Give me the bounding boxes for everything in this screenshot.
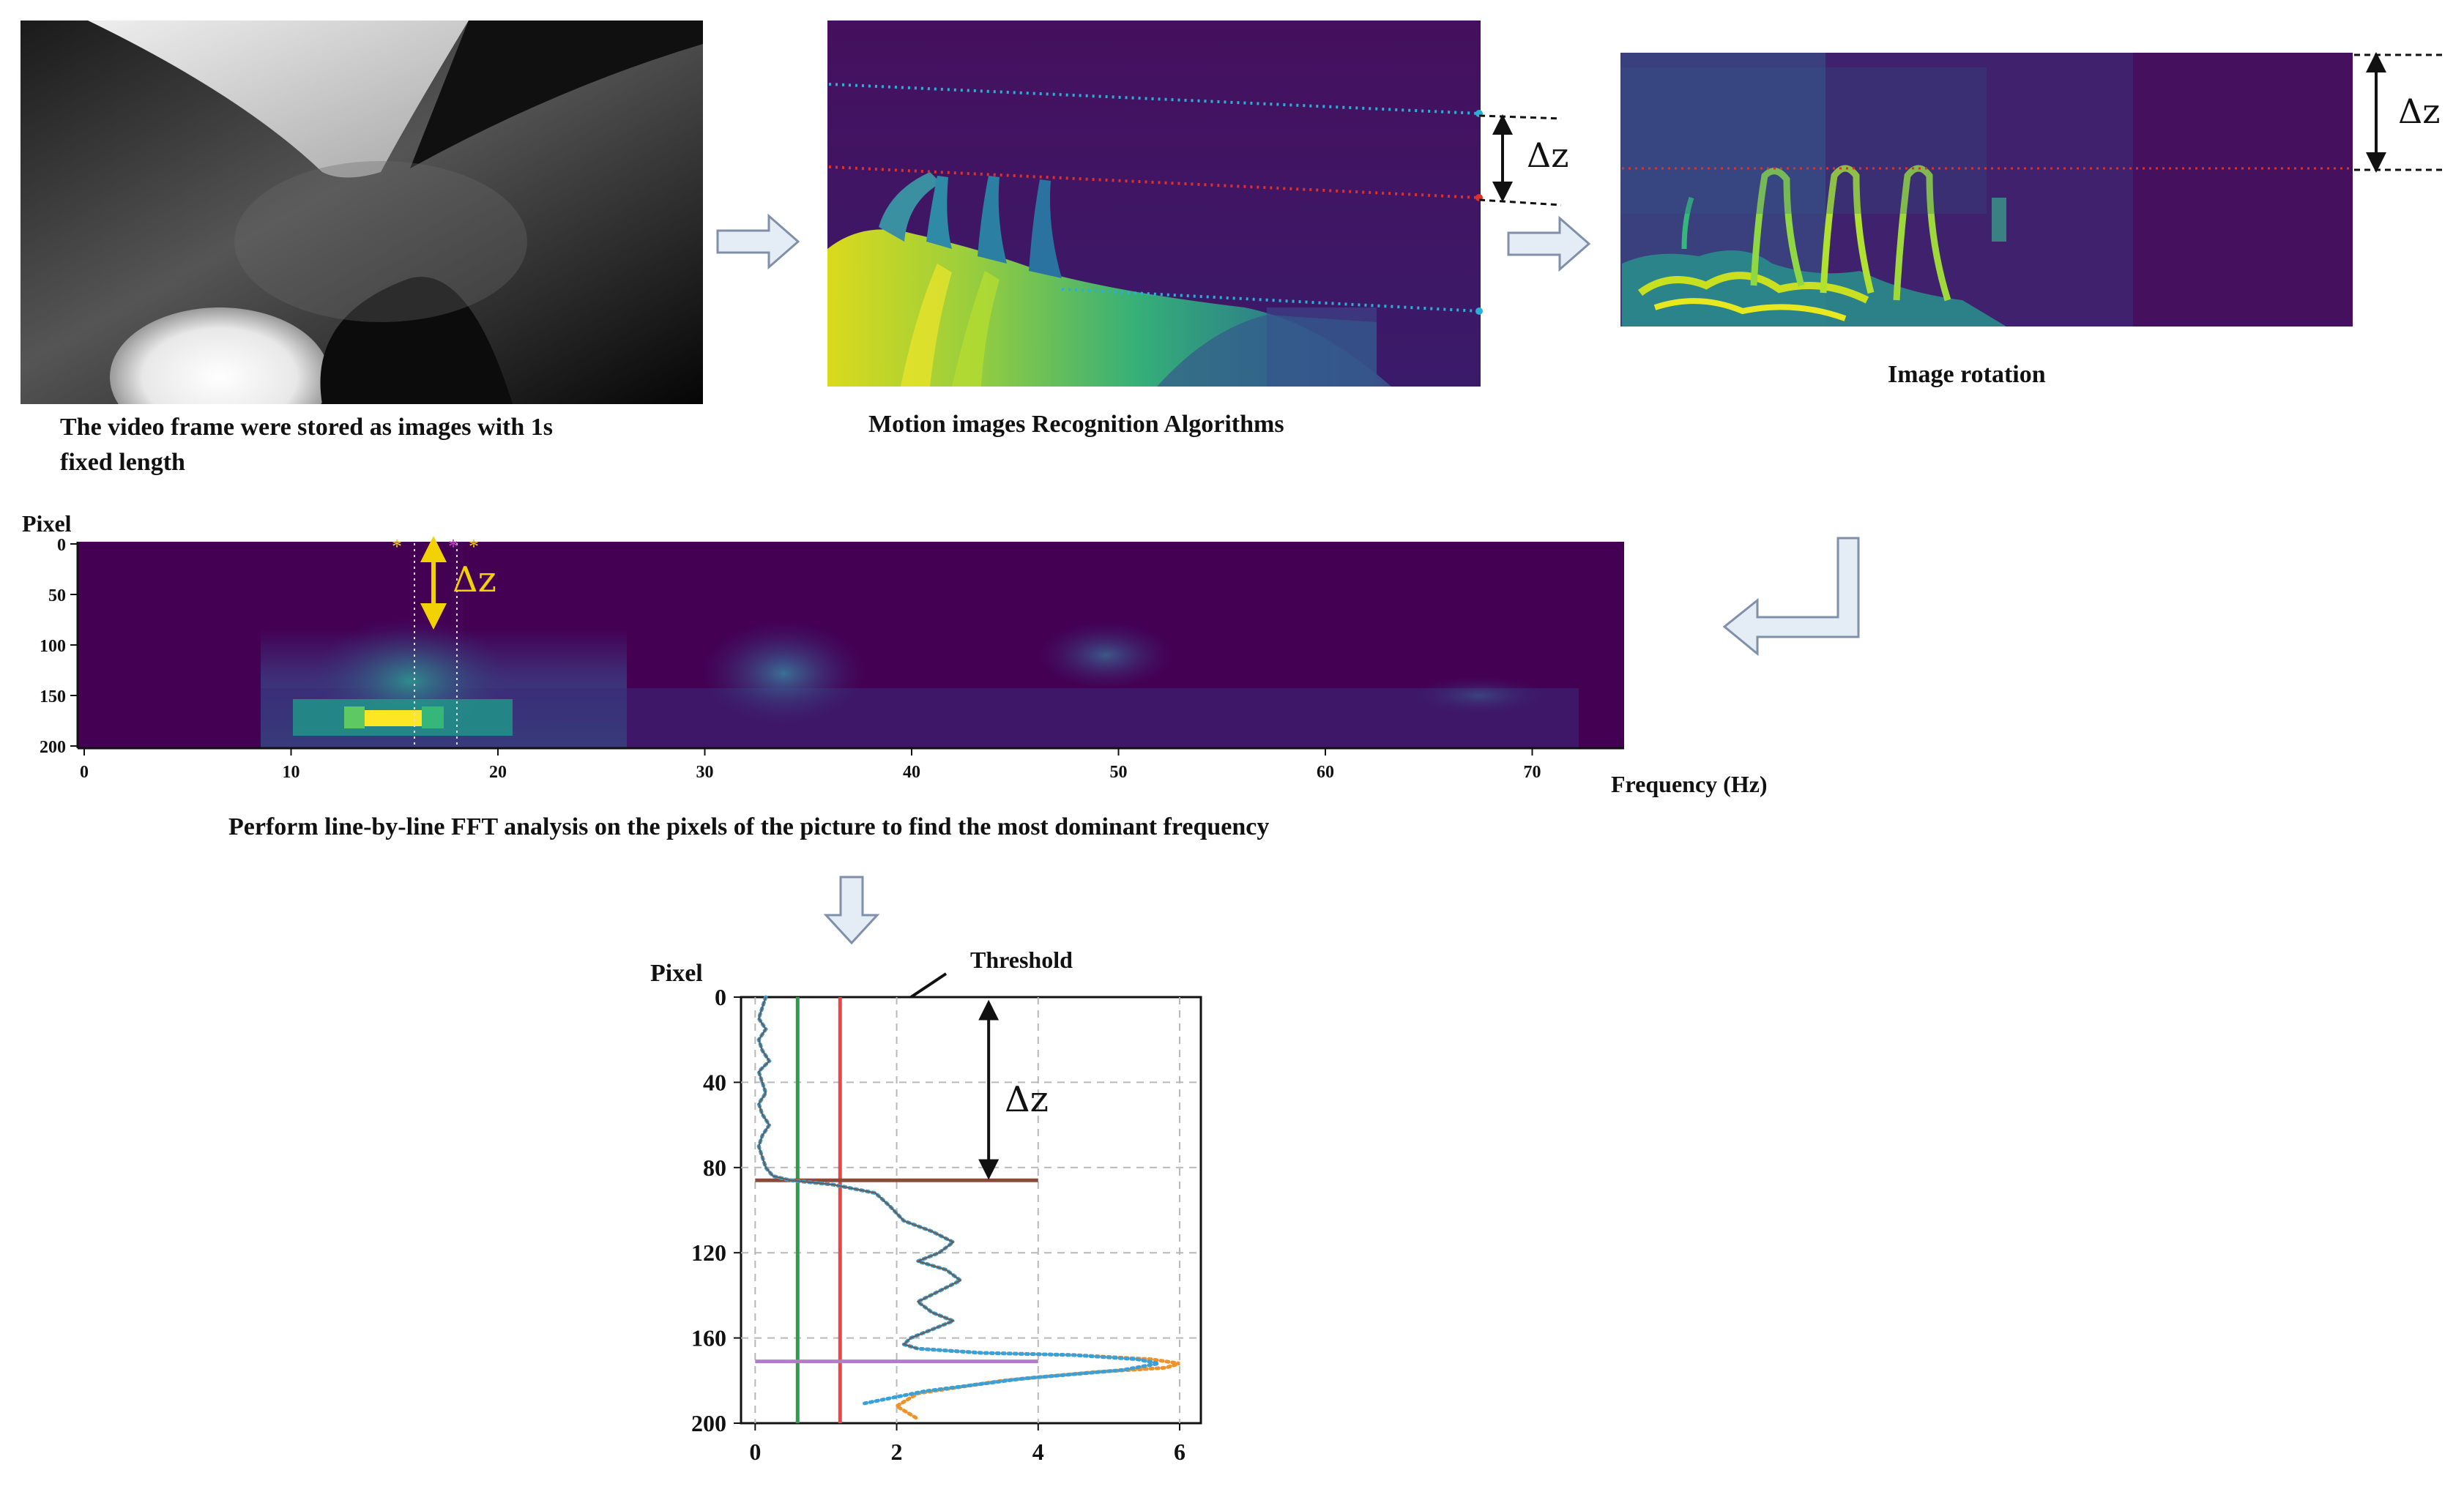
fft-heatmap-panel: Pixel * * * Δz 0 50 100 150 200 0 10 20 30 40 50 6… xyxy=(22,510,1768,840)
heatmap-y-tick-label: 150 xyxy=(40,687,66,706)
fft-caption: Perform line-by-line FFT analysis on the… xyxy=(228,813,1269,840)
flow-arrow-bent-left xyxy=(1722,537,1860,657)
flow-arrow-right-1 xyxy=(716,213,800,270)
red-dotted-line xyxy=(828,165,1480,199)
heatmap-y-tick-label: 50 xyxy=(48,586,66,605)
heatmap-x-tick-label: 10 xyxy=(283,763,300,782)
chart-y-tick-label: 200 xyxy=(691,1410,726,1436)
chart-y-tick-label: 120 xyxy=(691,1239,726,1266)
chart-y-tick-label: 160 xyxy=(691,1325,726,1351)
heatmap-y-tick-label: 200 xyxy=(40,738,66,757)
chart-grid xyxy=(741,997,1201,1423)
flow-arrow-down xyxy=(823,876,880,945)
video-frame-caption-1: The video frame were stored as images wi… xyxy=(60,414,553,441)
heat-blob-3 xyxy=(1040,622,1172,688)
heatmap-x-tick-label: 30 xyxy=(696,763,714,782)
series-overlap-trace xyxy=(758,996,962,1350)
threshold-label: Threshold xyxy=(970,947,1073,973)
svg-text:*: * xyxy=(392,536,402,559)
video-frame-panel: The video frame were stored as images wi… xyxy=(21,20,703,476)
motion-caption: Motion images Recognition Algorithms xyxy=(868,411,1284,438)
delta-z-label-rotation: Δz xyxy=(2398,92,2440,131)
rotation-caption: Image rotation xyxy=(1888,361,2046,388)
chart-ticks: 0 40 80 120 160 200 0 2 4 6 xyxy=(691,984,1186,1465)
chart-y-label: Pixel xyxy=(650,960,703,987)
chart-x-tick-label: 4 xyxy=(1032,1439,1044,1465)
heatmap-x-tick-label: 40 xyxy=(903,763,920,782)
heat-blob-2 xyxy=(703,622,864,725)
heatmap-x-ticks: 0 10 20 30 40 50 60 70 xyxy=(80,748,1541,782)
heat-peak-yellow xyxy=(365,710,422,726)
chart-marks xyxy=(755,995,1180,1423)
chart-y-tick-label: 80 xyxy=(703,1155,726,1181)
rotation-panel: Δz Image rotation xyxy=(1620,52,2446,388)
heatmap-pixel-label: Pixel xyxy=(22,510,72,537)
heatmap-frequency-label: Frequency (Hz) xyxy=(1611,771,1768,797)
motion-panel: Δz Motion images Recognition Algorithms xyxy=(827,20,1568,438)
heatmap-y-tick-label: 100 xyxy=(40,637,66,656)
chart-y-tick-label: 0 xyxy=(715,984,726,1010)
bright-bubble-shape xyxy=(110,307,330,404)
delta-z-label-chart: Δz xyxy=(1005,1079,1049,1120)
svg-text:*: * xyxy=(448,536,458,559)
chart-x-tick-label: 6 xyxy=(1174,1439,1186,1465)
chart-y-tick-label: 40 xyxy=(703,1069,726,1095)
heatmap-x-tick-label: 0 xyxy=(80,763,89,782)
upper-electrode-shape xyxy=(88,20,469,178)
heatmap-x-tick-label: 70 xyxy=(1524,763,1541,782)
chart-x-tick-label: 0 xyxy=(749,1439,761,1465)
heatmap-x-tick-label: 50 xyxy=(1110,763,1128,782)
heatmap-x-tick-label: 20 xyxy=(489,763,507,782)
cyan-dotted-line-top xyxy=(828,83,1480,115)
heatmap-y-tick-label: 0 xyxy=(57,536,66,555)
svg-text:*: * xyxy=(469,536,479,559)
video-frame-caption-2: fixed length xyxy=(60,449,185,476)
chart-x-tick-label: 2 xyxy=(891,1439,903,1465)
profile-chart-panel: Pixel Threshold 0 40 80 120 160 200 0 2 4 6 Δz xyxy=(650,947,1202,1465)
delta-z-label-motion: Δz xyxy=(1527,135,1568,175)
heatmap-y-ticks: 0 50 100 150 200 xyxy=(40,536,78,757)
heatmap-x-tick-label: 60 xyxy=(1317,763,1334,782)
delta-z-label-heatmap: Δz xyxy=(453,559,496,600)
flow-arrow-right-2 xyxy=(1507,215,1591,272)
